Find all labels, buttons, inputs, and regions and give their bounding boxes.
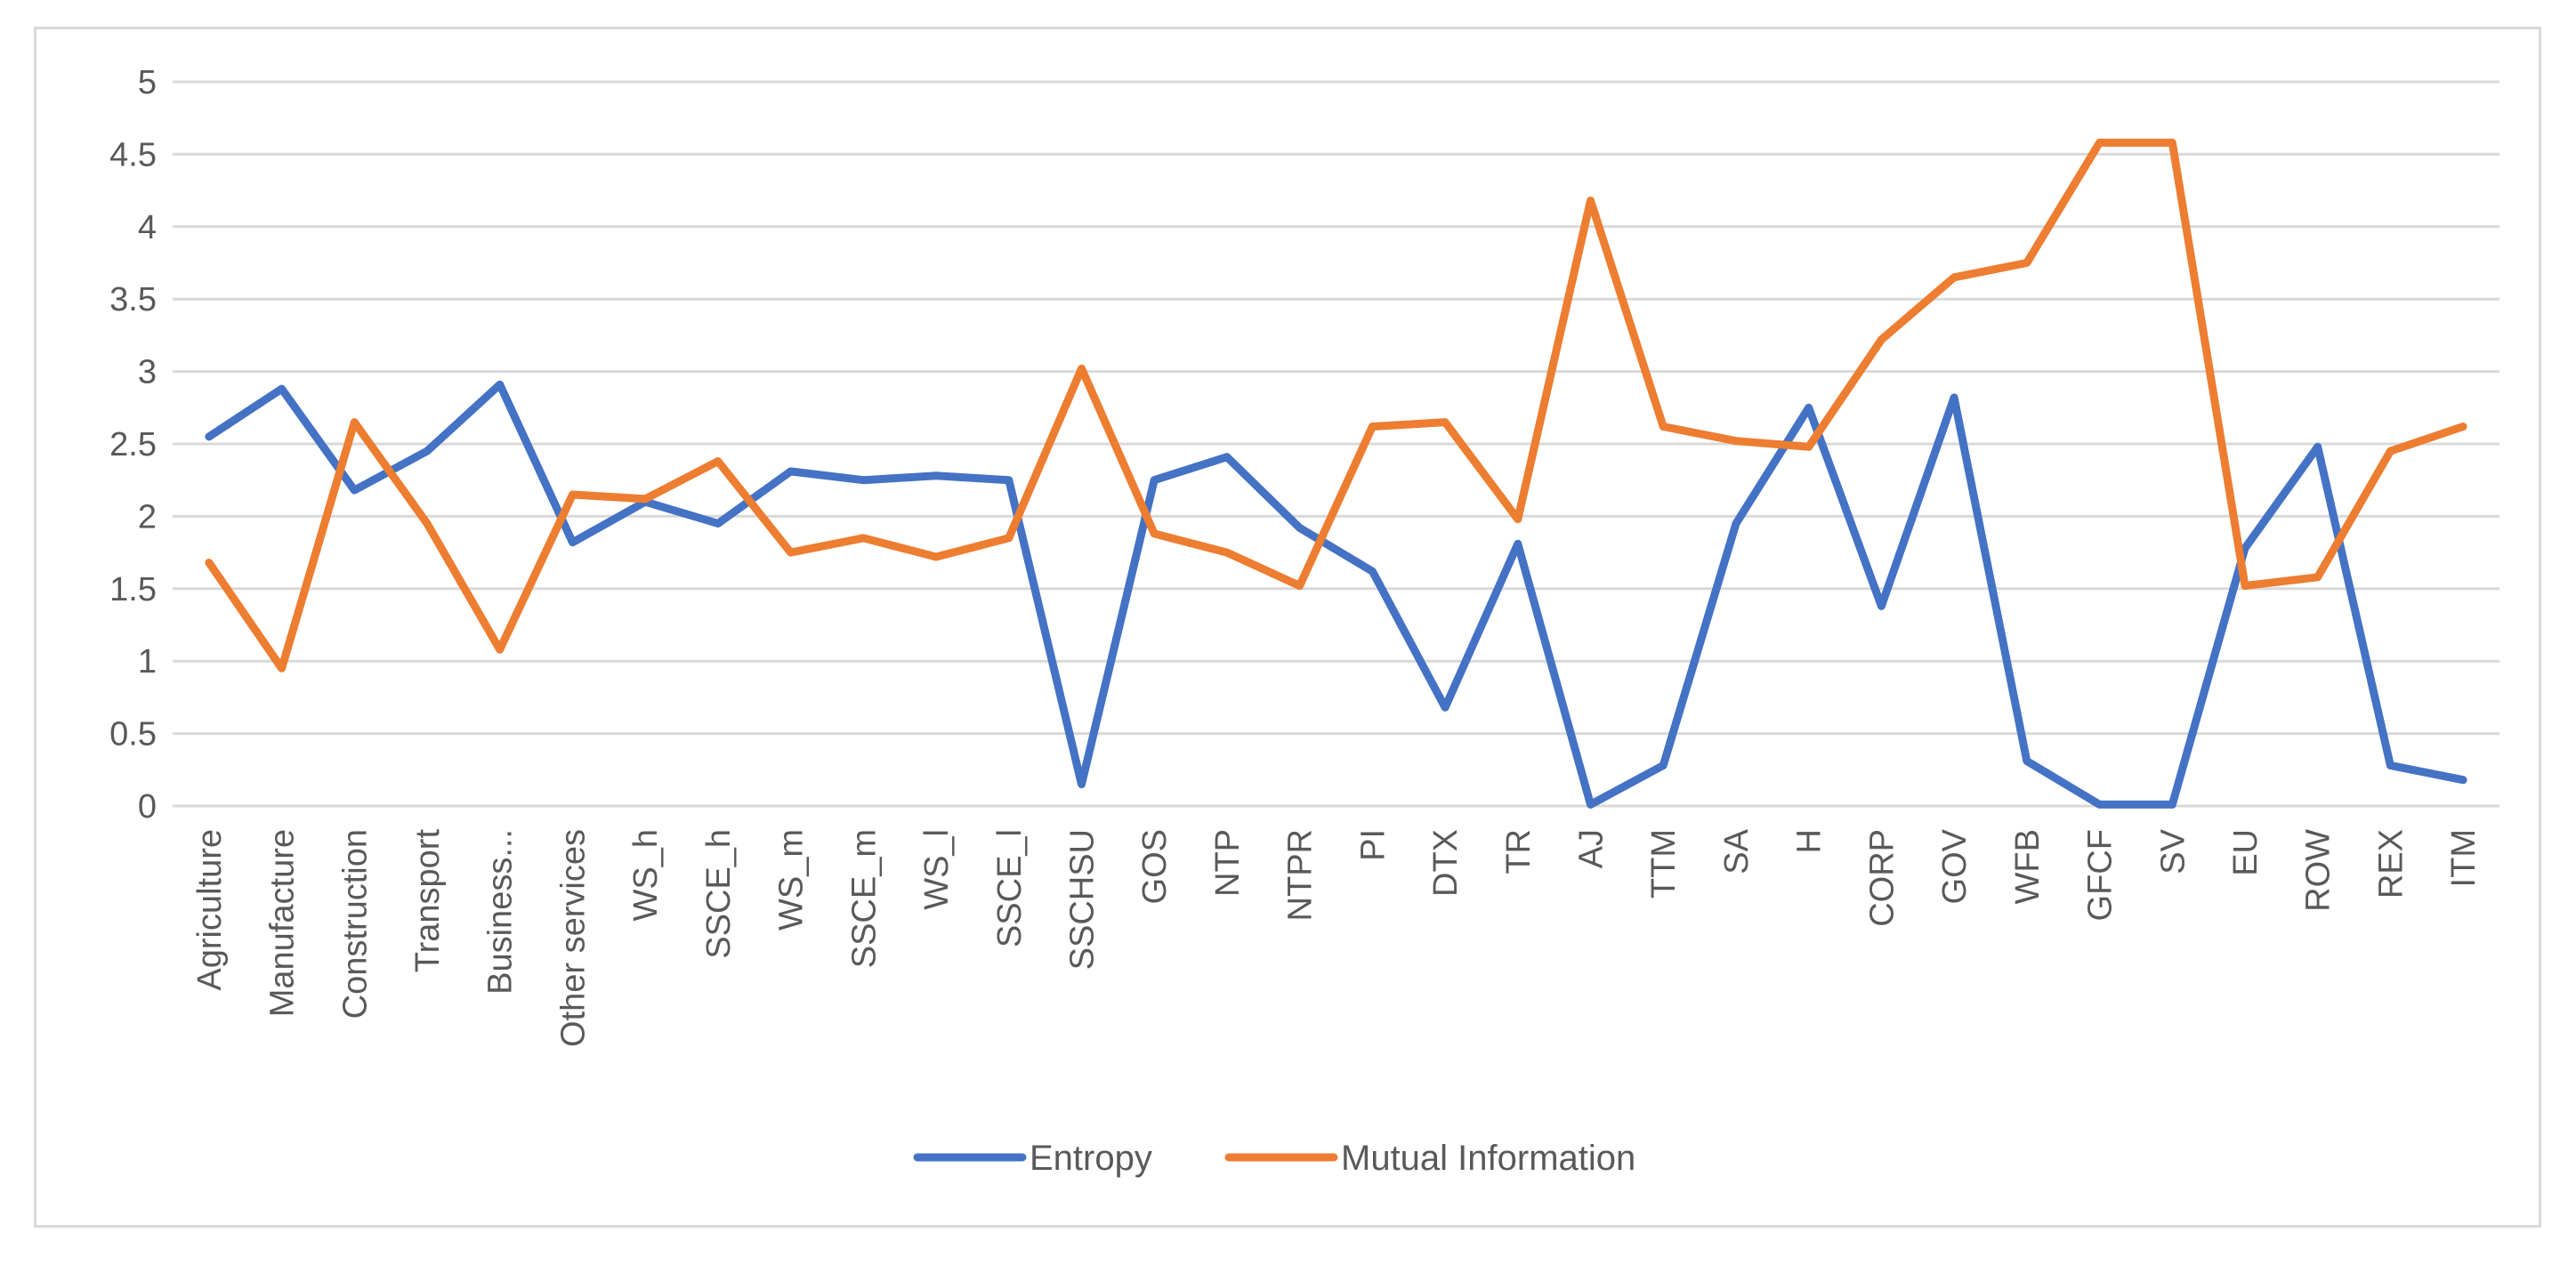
series-lines: [205, 138, 2467, 809]
y-tick-label: 4.5: [109, 136, 157, 173]
x-tick-label: WS_l: [918, 829, 956, 910]
x-tick-label: WS_h: [627, 829, 665, 921]
y-tick-label: 4: [138, 209, 157, 246]
x-tick-label: GOV: [1936, 828, 1974, 904]
x-tick-label: WFB: [2009, 829, 2047, 904]
x-tick-label: EU: [2227, 829, 2265, 876]
legend-label-mutual-information: Mutual Information: [1341, 1139, 1635, 1178]
x-tick-label: SSCE_l: [991, 829, 1029, 947]
y-tick-label: 1.5: [109, 571, 157, 608]
legend-label-entropy: Entropy: [1030, 1139, 1152, 1178]
x-tick-label: REX: [2372, 829, 2410, 898]
x-tick-label: Construction: [336, 829, 374, 1019]
x-tick-label: NTPR: [1282, 829, 1320, 921]
x-tick-label: DTX: [1427, 829, 1465, 897]
x-tick-label: PI: [1354, 829, 1392, 861]
x-tick-label: Agriculture: [191, 829, 229, 991]
y-tick-label: 0: [138, 788, 157, 826]
legend: Entropy Mutual Information: [913, 1139, 1635, 1178]
line-chart: 0 0.5 1 1.5 2 2.5 3 3.5 4 4.5 5 Agriculture Manufac…: [109, 64, 2499, 1178]
x-tick-label: ROW: [2300, 829, 2338, 912]
chart-frame: 0 0.5 1 1.5 2 2.5 3 3.5 4 4.5 5 Agriculture Manufac…: [34, 27, 2541, 1228]
y-tick-label: 1: [138, 643, 157, 681]
x-tick-label: Business...: [482, 829, 520, 995]
series-line-mutual-information: [205, 138, 2467, 673]
x-tick-label: GFCF: [2082, 829, 2120, 921]
y-tick-label: 5: [138, 64, 157, 101]
x-tick-label: Transport: [409, 829, 447, 973]
y-tick-label: 3.5: [109, 281, 157, 318]
x-tick-label: H: [1791, 829, 1829, 853]
series-line-entropy: [205, 380, 2467, 809]
x-tick-label: TTM: [1645, 829, 1683, 898]
x-tick-label: SA: [1718, 828, 1756, 874]
y-tick-label: 3: [138, 354, 157, 391]
x-tick-label: SSCE_m: [845, 829, 883, 968]
gridlines: [173, 80, 2499, 808]
x-tick-label: CORP: [1863, 829, 1901, 927]
x-tick-label: Other services: [554, 829, 592, 1047]
y-axis-ticks: 0 0.5 1 1.5 2 2.5 3 3.5 4 4.5 5: [109, 64, 157, 826]
x-tick-label: SV: [2154, 828, 2192, 874]
x-tick-label: Manufacture: [264, 829, 302, 1017]
y-tick-label: 2.5: [109, 426, 157, 463]
x-axis-ticks: Agriculture Manufacture Construction Transp…: [191, 828, 2483, 1047]
x-tick-label: ITM: [2445, 829, 2483, 887]
x-tick-label: TR: [1500, 829, 1538, 874]
x-tick-label: WS_m: [773, 829, 811, 931]
y-tick-label: 2: [138, 498, 157, 536]
y-tick-label: 0.5: [109, 716, 157, 753]
x-tick-label: AJ: [1573, 829, 1611, 868]
x-tick-label: GOS: [1136, 829, 1174, 904]
x-tick-label: SSCE_h: [700, 829, 738, 959]
x-tick-label: NTP: [1209, 829, 1247, 897]
x-tick-label: SSCHSU: [1063, 829, 1101, 970]
